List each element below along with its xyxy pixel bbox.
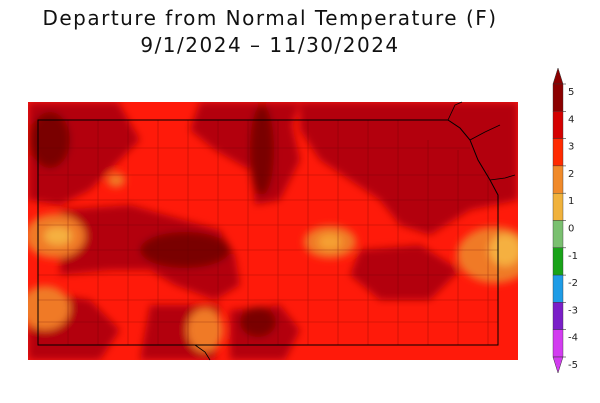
orange-spot — [107, 173, 125, 187]
core-nw — [30, 112, 70, 168]
legend-arrow-top — [552, 67, 564, 85]
orange-south — [187, 308, 223, 352]
legend-segment — [552, 192, 564, 221]
legend-segment — [552, 329, 564, 358]
legend-segment — [552, 302, 564, 330]
legend-tick-label: -5 — [568, 360, 578, 371]
core-central — [140, 232, 230, 268]
legend-segment — [552, 247, 564, 276]
legend-tick-label: -4 — [568, 333, 578, 344]
river-line — [194, 344, 211, 361]
legend-tick-label: -2 — [568, 278, 578, 289]
light-west — [44, 227, 72, 245]
dark-region-ne — [300, 102, 518, 235]
map-title-line2: 9/1/2024 – 11/30/2024 — [140, 33, 400, 57]
legend-tick-label: 1 — [568, 196, 574, 207]
county-lines — [38, 120, 498, 345]
legend-segment — [552, 138, 564, 167]
legend-arrow-bottom — [552, 356, 564, 374]
dark-region-north — [190, 102, 300, 205]
neighbor-border — [447, 101, 516, 181]
core-south — [240, 307, 276, 337]
legend-tick-label: 4 — [568, 114, 574, 125]
legend-tick-label: 0 — [568, 224, 574, 235]
legend-labels: 5 4 3 2 1 0 -1 -2 -3 -4 -5 — [563, 83, 578, 371]
legend-tick-label: -1 — [568, 251, 578, 262]
legend-segment — [552, 111, 564, 139]
legend-tick-label: 3 — [568, 142, 574, 153]
legend-tick-label: 2 — [568, 169, 574, 180]
map-field — [28, 102, 518, 360]
dark-region-se — [350, 245, 460, 300]
map-title-line1: Departure from Normal Temperature (F) — [42, 6, 498, 30]
legend-segment — [552, 274, 564, 303]
legend-bars — [552, 67, 564, 374]
legend-tick-label: 5 — [568, 87, 574, 98]
legend-segment — [552, 220, 564, 248]
legend-tick-label: -3 — [568, 305, 578, 316]
core-north — [250, 105, 274, 195]
light-central-east — [318, 234, 342, 250]
light-east — [489, 234, 518, 266]
legend-segment — [552, 83, 564, 112]
state-boundary — [37, 119, 499, 346]
legend-segment — [552, 165, 564, 194]
